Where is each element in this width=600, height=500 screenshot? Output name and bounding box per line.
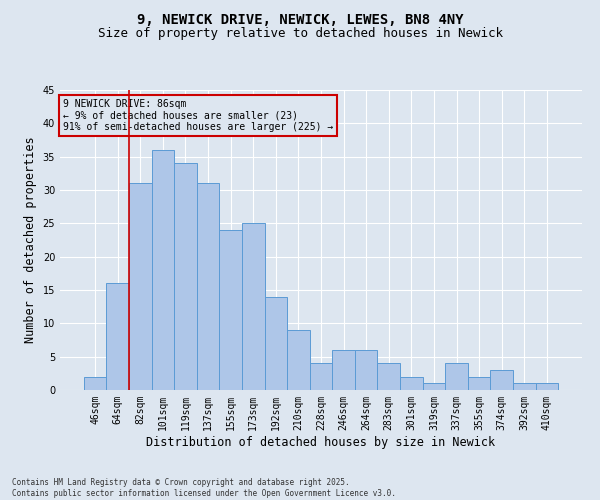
Bar (400, 376, 422, 390)
Bar (468, 376, 490, 390)
Bar (242, 224, 265, 390)
Bar (265, 296, 287, 390)
Bar (355, 350, 377, 390)
Bar (197, 184, 220, 390)
Bar (490, 370, 513, 390)
Y-axis label: Number of detached properties: Number of detached properties (24, 136, 37, 344)
Text: 9 NEWICK DRIVE: 86sqm
← 9% of detached houses are smaller (23)
91% of semi-detac: 9 NEWICK DRIVE: 86sqm ← 9% of detached h… (62, 99, 333, 132)
Bar (129, 184, 152, 390)
Bar (287, 330, 310, 390)
Text: 9, NEWICK DRIVE, NEWICK, LEWES, BN8 4NY: 9, NEWICK DRIVE, NEWICK, LEWES, BN8 4NY (137, 12, 463, 26)
Bar (174, 164, 197, 390)
Bar (332, 350, 355, 390)
Bar (310, 364, 332, 390)
X-axis label: Distribution of detached houses by size in Newick: Distribution of detached houses by size … (146, 436, 496, 448)
Bar (377, 364, 400, 390)
Bar (536, 384, 558, 390)
Bar (152, 150, 174, 390)
Bar (220, 230, 242, 390)
Bar (445, 364, 468, 390)
Bar (422, 384, 445, 390)
Bar (513, 384, 536, 390)
Bar (106, 284, 129, 390)
Text: Contains HM Land Registry data © Crown copyright and database right 2025.
Contai: Contains HM Land Registry data © Crown c… (12, 478, 396, 498)
Text: Size of property relative to detached houses in Newick: Size of property relative to detached ho… (97, 28, 503, 40)
Bar (84, 376, 106, 390)
